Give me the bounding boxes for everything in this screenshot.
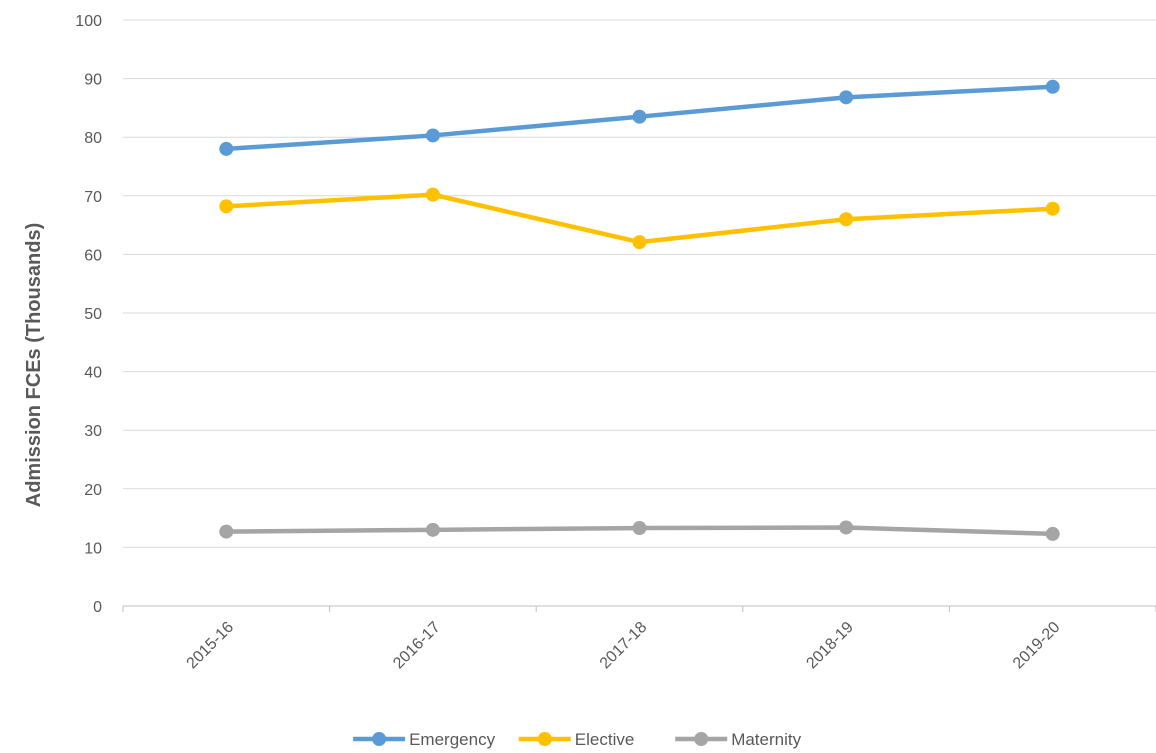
data-point-elective bbox=[1045, 201, 1060, 216]
data-point-emergency bbox=[219, 141, 234, 156]
data-point-elective bbox=[425, 187, 440, 202]
y-tick-label: 90 bbox=[84, 72, 102, 89]
series-line-elective bbox=[224, 192, 1055, 245]
y-tick-label: 80 bbox=[84, 130, 102, 147]
grid-lines bbox=[123, 19, 1156, 548]
data-point-elective bbox=[219, 199, 234, 214]
x-tick-labels: 2015-16 2016-17 2017-18 2018-19 2019-20 bbox=[184, 619, 1064, 673]
legend-item-emergency: Emergency bbox=[353, 730, 496, 749]
series-lines bbox=[219, 79, 1060, 541]
x-tick-label: 2019-20 bbox=[1010, 619, 1064, 673]
data-point-elective bbox=[839, 212, 854, 227]
data-point-maternity bbox=[1045, 526, 1060, 541]
legend-item-elective: Elective bbox=[518, 730, 635, 749]
y-tick-label: 0 bbox=[93, 599, 102, 616]
legend-swatch-marker bbox=[372, 732, 387, 746]
axes bbox=[122, 605, 1156, 612]
y-tick-label: 40 bbox=[84, 365, 102, 382]
legend: Emergency Elective Maternity bbox=[353, 730, 802, 749]
data-point-emergency bbox=[1045, 79, 1060, 94]
legend-item-maternity: Maternity bbox=[675, 730, 802, 749]
data-point-maternity bbox=[425, 522, 440, 537]
y-tick-label: 70 bbox=[84, 189, 102, 206]
data-point-emergency bbox=[839, 90, 854, 105]
x-tick-label: 2018-19 bbox=[803, 619, 857, 673]
legend-label: Elective bbox=[575, 730, 635, 749]
data-point-emergency bbox=[632, 109, 647, 124]
x-tick-label: 2016-17 bbox=[390, 619, 444, 673]
data-point-elective bbox=[632, 235, 647, 250]
y-tick-label: 100 bbox=[75, 13, 102, 30]
y-tick-label: 10 bbox=[84, 540, 102, 557]
legend-swatch-marker bbox=[537, 732, 552, 746]
data-point-maternity bbox=[632, 521, 647, 536]
data-point-maternity bbox=[839, 520, 854, 535]
y-tick-label: 60 bbox=[84, 247, 102, 264]
data-point-emergency bbox=[425, 128, 440, 143]
x-tick-label: 2015-16 bbox=[184, 619, 238, 673]
legend-label: Emergency bbox=[409, 730, 495, 749]
y-axis-label: Admission FCEs (Thousands) bbox=[23, 223, 45, 507]
x-tick-label: 2017-18 bbox=[597, 619, 651, 673]
y-tick-label: 20 bbox=[84, 482, 102, 499]
y-tick-label: 50 bbox=[84, 306, 102, 323]
legend-label: Maternity bbox=[731, 730, 801, 749]
y-tick-labels: 0 10 20 30 40 50 60 70 80 90 100 bbox=[75, 13, 102, 616]
y-tick-label: 30 bbox=[84, 423, 102, 440]
data-point-maternity bbox=[219, 524, 234, 539]
legend-swatch-marker bbox=[694, 732, 709, 746]
